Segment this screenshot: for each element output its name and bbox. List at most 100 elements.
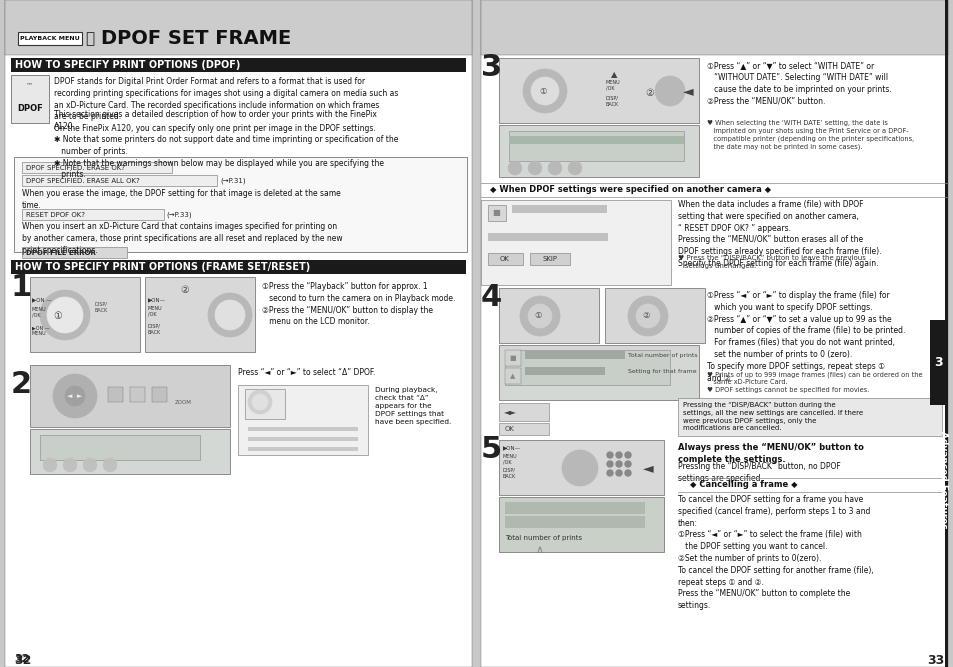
Text: ♥ Prints of up to 999 image frames (files) can be ordered on the
   same xD-Pict: ♥ Prints of up to 999 image frames (file… (706, 371, 922, 393)
Text: DISP/
BACK: DISP/ BACK (605, 96, 618, 107)
Text: 2: 2 (11, 370, 32, 399)
Circle shape (561, 450, 598, 486)
Circle shape (636, 304, 659, 328)
Text: MENU
/OK: MENU /OK (148, 306, 162, 317)
Bar (488, 233, 607, 241)
Circle shape (567, 161, 581, 175)
Text: This section gives a detailed description of how to order your prints with the F: This section gives a detailed descriptio… (54, 110, 376, 131)
Bar (504, 368, 520, 384)
Bar (498, 440, 663, 495)
Bar (504, 502, 644, 514)
Text: Pressing the “DISP/BACK” button, no DPOF
settings are specified.: Pressing the “DISP/BACK” button, no DPOF… (678, 462, 840, 483)
Circle shape (624, 452, 630, 458)
Bar (498, 345, 699, 400)
Circle shape (616, 470, 621, 476)
Text: On the FinePix A120, you can specify only one print per image in the DPOF settin: On the FinePix A120, you can specify onl… (54, 124, 375, 133)
Circle shape (616, 461, 621, 467)
Circle shape (63, 458, 77, 472)
Text: DPOF stands for Digital Print Order Format and refers to a format that is used f: DPOF stands for Digital Print Order Form… (54, 77, 398, 121)
Text: DISP/
BACK: DISP/ BACK (148, 324, 161, 335)
Text: ▶ON —: ▶ON — (32, 297, 51, 302)
Bar (22, 175, 216, 186)
Circle shape (43, 458, 57, 472)
Text: ▶ON—: ▶ON— (148, 297, 166, 302)
Text: ◄: ◄ (642, 461, 653, 475)
Bar (22, 209, 164, 220)
Circle shape (214, 300, 245, 330)
Bar (509, 131, 683, 161)
Text: 32: 32 (14, 654, 31, 667)
Bar (5, 0, 472, 667)
Bar (530, 253, 569, 265)
Circle shape (527, 304, 552, 328)
Circle shape (624, 470, 630, 476)
Circle shape (655, 76, 684, 106)
Text: DPOF SPECIFIED. ERASE OK?: DPOF SPECIFIED. ERASE OK? (26, 165, 125, 171)
Text: ①: ① (538, 87, 546, 95)
Text: ■: ■ (509, 355, 516, 361)
Circle shape (507, 161, 521, 175)
Text: ◄►: ◄► (503, 408, 516, 416)
Bar (248, 447, 357, 451)
Bar (524, 367, 604, 375)
Text: ™: ™ (27, 82, 33, 88)
Text: Advanced Features: Advanced Features (939, 431, 947, 529)
Bar (498, 58, 699, 123)
Text: To cancel the DPOF setting for a frame you have
specified (cancel frame), perfor: To cancel the DPOF setting for a frame y… (678, 495, 873, 610)
Bar (480, 0, 947, 667)
Text: SKIP: SKIP (542, 256, 557, 262)
Circle shape (248, 390, 272, 414)
Text: HOW TO SPECIFY PRINT OPTIONS (FRAME SET/RESET): HOW TO SPECIFY PRINT OPTIONS (FRAME SET/… (15, 262, 310, 272)
Text: MENU
/OK: MENU /OK (605, 80, 620, 91)
Circle shape (606, 461, 613, 467)
Text: DPOF SPECIFIED. ERASE ALL OK?: DPOF SPECIFIED. ERASE ALL OK? (26, 178, 139, 184)
Text: ✱ Note that some printers do not support date and time imprinting or specificati: ✱ Note that some printers do not support… (54, 135, 398, 179)
Bar (944, 0, 947, 667)
Bar (30, 365, 230, 427)
Bar (480, 200, 670, 285)
Text: ■: ■ (492, 209, 499, 217)
Text: HOW TO SPECIFY PRINT OPTIONS (DPOF): HOW TO SPECIFY PRINT OPTIONS (DPOF) (15, 60, 240, 70)
Text: PLAYBACK MENU: PLAYBACK MENU (20, 37, 80, 41)
Text: ①Press the “Playback” button for approx. 1
   second to turn the camera on in Pl: ①Press the “Playback” button for approx.… (262, 282, 455, 326)
Text: MENU
/OK: MENU /OK (502, 454, 517, 465)
Bar (152, 387, 167, 402)
Text: ▶ON—: ▶ON— (502, 445, 520, 450)
Bar (245, 389, 285, 419)
Bar (480, 0, 947, 55)
Bar (504, 350, 520, 366)
Bar (488, 205, 505, 221)
Circle shape (40, 290, 90, 340)
Circle shape (522, 69, 566, 113)
Bar (498, 288, 598, 343)
Circle shape (627, 296, 667, 336)
Bar (248, 427, 357, 431)
Bar (145, 277, 254, 352)
Text: ⎙: ⎙ (86, 31, 94, 47)
Text: Pressing the “DISP/BACK” button during the
settings, all the new settings are ca: Pressing the “DISP/BACK” button during t… (682, 402, 862, 432)
Text: 5: 5 (480, 436, 501, 464)
Text: ①Press “◄” or “►” to display the frame (file) for
   which you want to specify D: ①Press “◄” or “►” to display the frame (… (706, 291, 904, 383)
Bar (11, 58, 465, 72)
Text: MENU
/OK: MENU /OK (32, 307, 47, 317)
Text: When the data includes a frame (file) with DPOF
setting that were specified on a: When the data includes a frame (file) wi… (678, 200, 881, 268)
Circle shape (531, 77, 558, 105)
Circle shape (527, 161, 541, 175)
Circle shape (519, 296, 559, 336)
Bar (509, 136, 683, 144)
Text: ①Press “▲” or “▼” to select “WITH DATE” or
   “WITHOUT DATE”. Selecting “WITH DA: ①Press “▲” or “▼” to select “WITH DATE” … (706, 61, 891, 105)
Text: 3: 3 (934, 356, 943, 368)
Bar (30, 277, 140, 352)
Text: ②: ② (180, 285, 190, 295)
Text: (→P.31): (→P.31) (220, 177, 245, 184)
Text: DPOF: DPOF (17, 104, 43, 113)
Text: 4: 4 (480, 283, 501, 313)
Circle shape (616, 452, 621, 458)
Circle shape (103, 458, 117, 472)
Text: 1: 1 (11, 273, 32, 301)
Circle shape (83, 458, 97, 472)
Bar (504, 350, 669, 385)
Text: RESET DPOF OK?: RESET DPOF OK? (26, 212, 85, 218)
Bar (30, 429, 230, 474)
Bar (524, 351, 624, 359)
